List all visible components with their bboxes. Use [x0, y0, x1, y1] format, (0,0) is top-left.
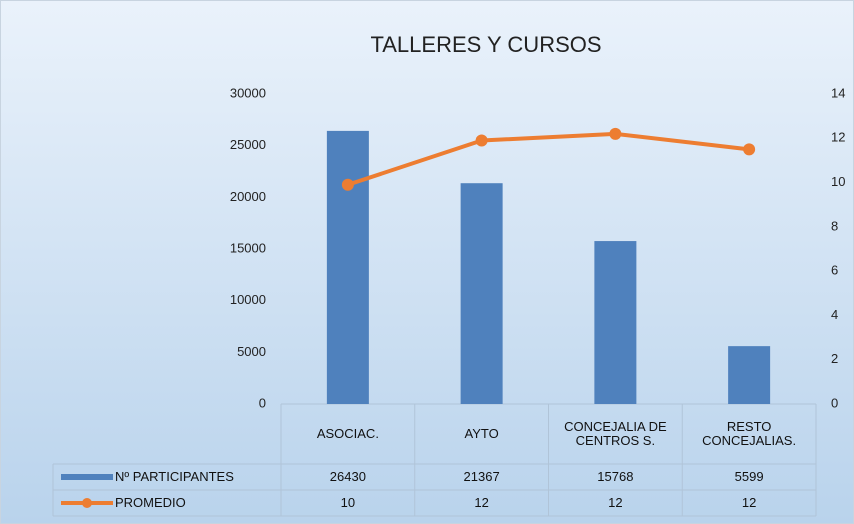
y2-tick-label: 10 — [831, 174, 845, 189]
bar — [728, 346, 771, 404]
legend-swatch — [61, 474, 113, 480]
data-table-value: 21367 — [463, 469, 500, 484]
legend-label: PROMEDIO — [115, 495, 186, 510]
x-tick-label: AYTO — [464, 426, 499, 441]
bar — [326, 130, 369, 404]
y2-tick-label: 14 — [831, 85, 845, 100]
data-table-value: 15768 — [597, 469, 634, 484]
x-tick-label: RESTO CONCEJALIAS. — [702, 419, 797, 448]
y2-tick-label: 2 — [831, 351, 838, 366]
marker — [609, 127, 622, 140]
y2-tick-label: 6 — [831, 263, 838, 278]
data-table-value: 5599 — [734, 469, 764, 484]
legend-label: Nº PARTICIPANTES — [115, 469, 234, 484]
bar — [594, 241, 637, 404]
y-tick-label: 10000 — [230, 292, 266, 307]
chart-title: TALLERES Y CURSOS — [370, 32, 601, 57]
y2-tick-label: 0 — [831, 395, 838, 410]
y2-tick-label: 8 — [831, 218, 838, 233]
y-tick-label: 25000 — [230, 137, 266, 152]
marker — [475, 134, 488, 147]
y-tick-label: 15000 — [230, 240, 266, 255]
data-table-value: 26430 — [329, 469, 366, 484]
marker — [743, 143, 756, 156]
data-table-value: 10 — [340, 495, 356, 510]
legend-swatch — [82, 498, 92, 508]
data-table-value: 12 — [741, 495, 757, 510]
line — [347, 131, 750, 187]
y-tick-label: 0 — [259, 395, 266, 410]
y-tick-label: 20000 — [230, 189, 266, 204]
y2-tick-label: 12 — [831, 130, 845, 145]
data-table-value: 12 — [474, 495, 489, 510]
marker — [341, 178, 354, 191]
x-tick-label: ASOCIAC. — [316, 426, 379, 441]
y-tick-label: 5000 — [237, 344, 266, 359]
y-tick-label: 30000 — [230, 85, 266, 100]
y2-tick-label: 4 — [831, 307, 838, 322]
bar — [460, 183, 503, 404]
x-tick-label: CONCEJALIA DE CENTROS S. — [564, 419, 667, 448]
data-table-value: 12 — [608, 495, 623, 510]
